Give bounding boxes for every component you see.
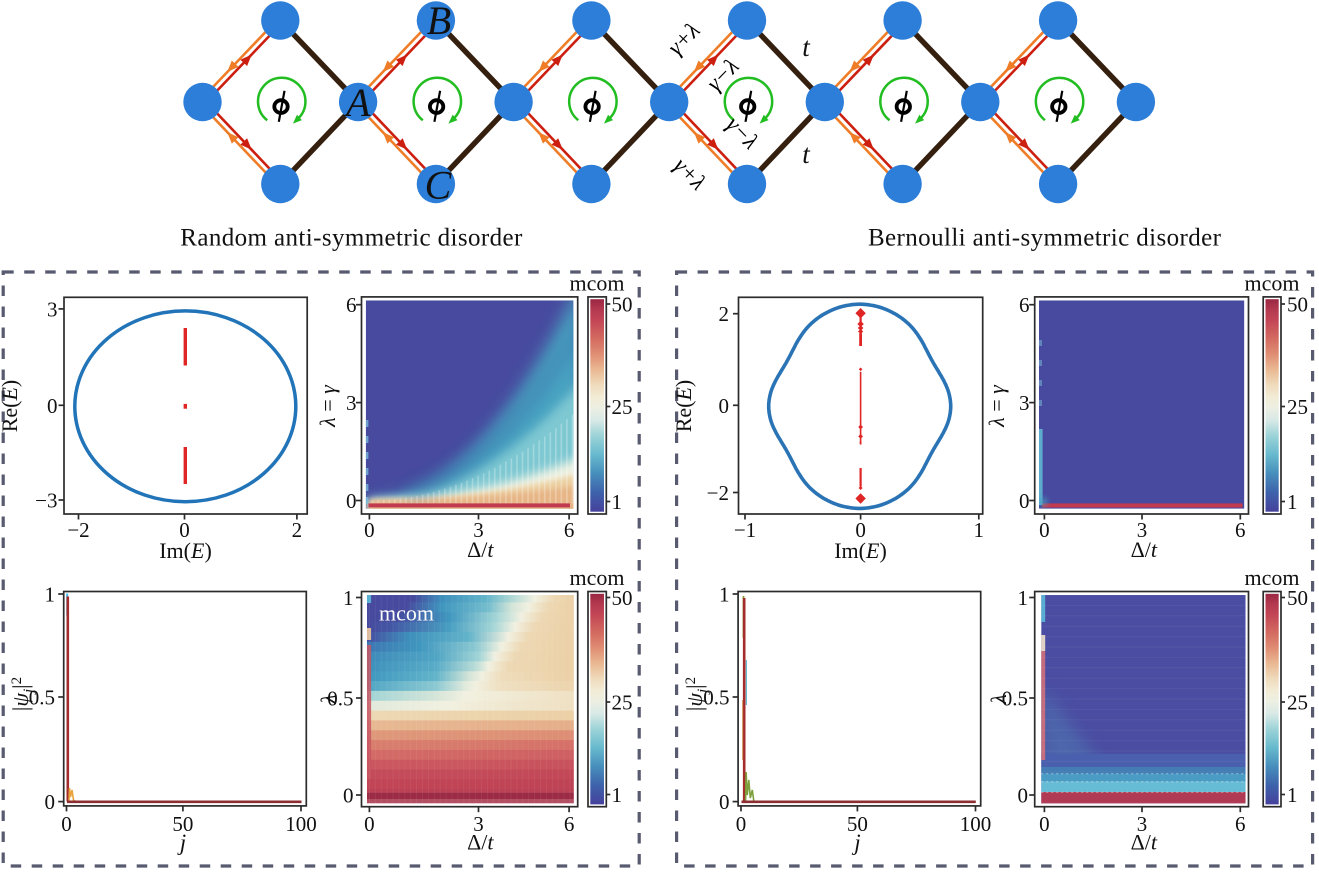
svg-text:j: j xyxy=(177,830,186,855)
svg-text:λ = γ: λ = γ xyxy=(984,384,1009,428)
svg-text:mcom: mcom xyxy=(1245,565,1300,590)
svg-text:50: 50 xyxy=(172,812,193,836)
svg-text:Bernoulli anti-symmetric disor: Bernoulli anti-symmetric disorder xyxy=(868,225,1222,252)
svg-text:25: 25 xyxy=(1287,395,1308,419)
svg-text:1: 1 xyxy=(1287,783,1298,807)
svg-text:1: 1 xyxy=(343,586,354,610)
svg-text:1: 1 xyxy=(45,583,56,607)
svg-text:0: 0 xyxy=(364,812,375,836)
svg-text:0.5: 0.5 xyxy=(29,686,55,710)
svg-text:Random anti-symmetric disorder: Random anti-symmetric disorder xyxy=(180,225,523,252)
svg-text:6: 6 xyxy=(1235,518,1246,542)
svg-text:0: 0 xyxy=(1039,812,1050,836)
svg-text:50: 50 xyxy=(612,293,633,317)
svg-text:50: 50 xyxy=(1287,293,1308,317)
svg-text:0: 0 xyxy=(47,394,58,418)
svg-text:A: A xyxy=(343,80,371,125)
svg-text:0: 0 xyxy=(179,518,190,542)
svg-text:2: 2 xyxy=(719,302,730,326)
svg-text:0: 0 xyxy=(346,489,357,513)
svg-text:25: 25 xyxy=(612,691,633,715)
svg-text:λ: λ xyxy=(986,694,1011,705)
svg-text:Re(E): Re(E) xyxy=(0,380,22,433)
svg-text:100: 100 xyxy=(285,812,317,836)
svg-text:0: 0 xyxy=(45,790,56,814)
svg-text:50: 50 xyxy=(847,812,868,836)
svg-text:mcom: mcom xyxy=(570,565,625,590)
svg-text:3: 3 xyxy=(1019,391,1030,415)
svg-text:−1: −1 xyxy=(734,518,756,542)
svg-text:0: 0 xyxy=(719,790,730,814)
svg-text:0: 0 xyxy=(719,394,730,418)
svg-text:3: 3 xyxy=(1137,812,1148,836)
svg-text:0: 0 xyxy=(1019,489,1030,513)
svg-text:6: 6 xyxy=(564,812,575,836)
svg-text:3: 3 xyxy=(47,297,58,321)
svg-text:Im(E): Im(E) xyxy=(834,538,887,563)
svg-text:j: j xyxy=(851,830,860,855)
svg-text:6: 6 xyxy=(1019,293,1030,317)
svg-text:6: 6 xyxy=(346,293,357,317)
svg-text:Δ/t: Δ/t xyxy=(1131,830,1158,855)
svg-text:1: 1 xyxy=(719,583,730,607)
svg-text:1: 1 xyxy=(974,518,985,542)
svg-text:t: t xyxy=(802,139,811,169)
svg-text:6: 6 xyxy=(1235,812,1246,836)
svg-text:0: 0 xyxy=(1039,518,1050,542)
svg-text:Δ/t: Δ/t xyxy=(467,830,494,855)
svg-text:λ: λ xyxy=(316,694,341,705)
svg-text:|ψj|2: |ψj|2 xyxy=(682,677,711,711)
svg-text:B: B xyxy=(427,0,451,43)
svg-text:50: 50 xyxy=(1287,586,1308,610)
svg-text:mcom: mcom xyxy=(379,601,434,626)
svg-text:Δ/t: Δ/t xyxy=(467,537,494,562)
svg-text:1: 1 xyxy=(1287,490,1298,514)
svg-text:1: 1 xyxy=(612,783,623,807)
svg-text:0.5: 0.5 xyxy=(703,686,729,710)
svg-text:1: 1 xyxy=(1018,586,1029,610)
svg-text:25: 25 xyxy=(612,395,633,419)
svg-text:0: 0 xyxy=(1018,784,1029,808)
svg-text:mcom: mcom xyxy=(570,271,625,296)
svg-text:Δ/t: Δ/t xyxy=(1131,537,1158,562)
svg-text:0: 0 xyxy=(855,518,866,542)
svg-text:6: 6 xyxy=(564,518,575,542)
svg-text:1: 1 xyxy=(612,490,623,514)
svg-text:3: 3 xyxy=(1137,518,1148,542)
svg-text:0: 0 xyxy=(736,812,747,836)
svg-text:3: 3 xyxy=(473,812,484,836)
svg-text:3: 3 xyxy=(346,391,357,415)
svg-text:Im(E): Im(E) xyxy=(159,538,212,563)
svg-text:−3: −3 xyxy=(35,489,57,513)
svg-text:0: 0 xyxy=(343,784,354,808)
svg-text:−2: −2 xyxy=(707,481,729,505)
svg-text:C: C xyxy=(425,162,453,207)
svg-text:λ = γ: λ = γ xyxy=(315,384,340,428)
svg-text:0.5: 0.5 xyxy=(327,687,353,711)
svg-text:25: 25 xyxy=(1287,691,1308,715)
svg-text:0: 0 xyxy=(61,812,72,836)
svg-text:0: 0 xyxy=(364,518,375,542)
svg-text:100: 100 xyxy=(960,812,992,836)
svg-text:−2: −2 xyxy=(67,518,89,542)
svg-text:mcom: mcom xyxy=(1245,271,1300,296)
svg-text:t: t xyxy=(802,32,811,62)
svg-text:50: 50 xyxy=(612,586,633,610)
svg-text:3: 3 xyxy=(473,518,484,542)
svg-text:0.5: 0.5 xyxy=(1002,687,1028,711)
svg-text:2: 2 xyxy=(292,518,303,542)
svg-text:Re(E): Re(E) xyxy=(671,380,696,433)
